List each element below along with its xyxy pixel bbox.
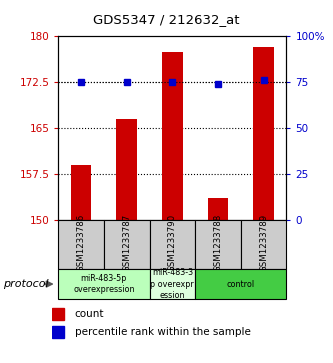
- Text: percentile rank within the sample: percentile rank within the sample: [75, 327, 251, 337]
- Bar: [117, 119, 137, 220]
- Text: GDS5347 / 212632_at: GDS5347 / 212632_at: [93, 13, 240, 26]
- Bar: [150, 269, 195, 299]
- Text: GSM1233786: GSM1233786: [77, 214, 86, 272]
- Text: protocol: protocol: [3, 279, 49, 289]
- Bar: [58, 220, 104, 269]
- Bar: [162, 52, 182, 220]
- Bar: [104, 220, 150, 269]
- Bar: [52, 308, 64, 320]
- Bar: [195, 269, 286, 299]
- Bar: [195, 220, 241, 269]
- Bar: [58, 269, 150, 299]
- Bar: [71, 165, 91, 220]
- Bar: [52, 326, 64, 338]
- Text: GSM1233789: GSM1233789: [259, 214, 268, 272]
- Text: control: control: [227, 280, 255, 289]
- Bar: [150, 220, 195, 269]
- Text: GSM1233788: GSM1233788: [213, 214, 222, 272]
- Text: miR-483-5p
overexpression: miR-483-5p overexpression: [73, 274, 135, 294]
- Text: miR-483-3
p overexpr
ession: miR-483-3 p overexpr ession: [151, 269, 194, 299]
- Text: GSM1233787: GSM1233787: [122, 214, 131, 272]
- Text: GSM1233790: GSM1233790: [168, 214, 177, 272]
- Text: count: count: [75, 309, 104, 319]
- Bar: [208, 198, 228, 220]
- Bar: [241, 220, 286, 269]
- Bar: [253, 47, 274, 220]
